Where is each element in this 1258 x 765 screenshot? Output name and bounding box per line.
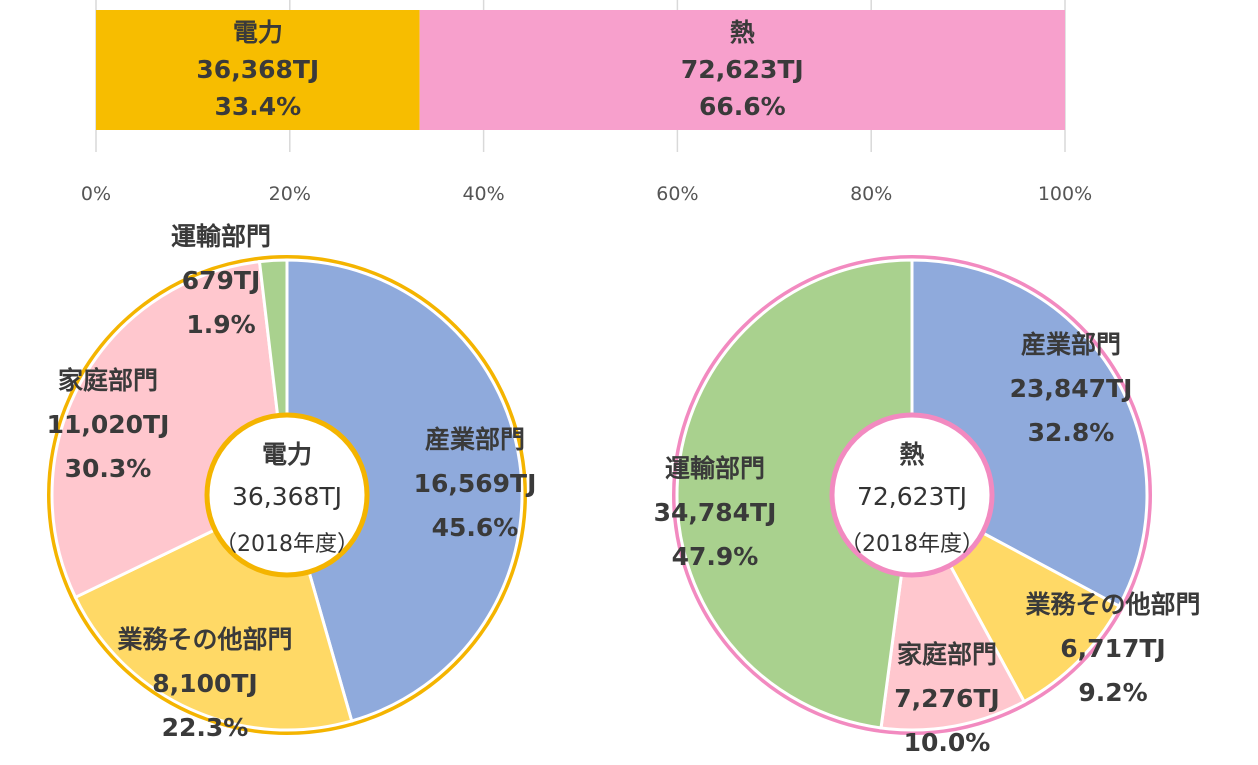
bar-segment-label: 電力 <box>233 18 283 47</box>
donut-slice-label: 16,569TJ <box>414 469 537 498</box>
donut-slice-label: 6,717TJ <box>1060 634 1165 663</box>
donut-slice <box>675 258 914 730</box>
x-tick-label: 100% <box>1038 183 1092 205</box>
bar-segment-label: 72,623TJ <box>681 55 804 84</box>
donut-outer-ring <box>47 255 527 735</box>
donut-center-title: 電力 <box>262 440 312 469</box>
donut-slice-label: 22.3% <box>162 713 249 742</box>
bar-segment <box>96 10 420 130</box>
bar-segment <box>419 10 1065 130</box>
bar-axis-ticks: 0% 20% 40% 60% 80% 100% <box>81 183 1092 205</box>
x-tick-label: 20% <box>269 183 311 205</box>
donut-slice-label: 9.2% <box>1078 678 1147 707</box>
bar-segment-label: 66.6% <box>699 92 786 121</box>
donut-slice-label: 7,276TJ <box>894 684 999 713</box>
bar-segments: 電力 36,368TJ 33.4% 熱 72,623TJ 66.6% <box>96 10 1065 130</box>
donut-slice-label: 業務その他部門 <box>117 625 292 654</box>
bar-segment-label: 熱 <box>730 18 755 47</box>
donut-center-hole <box>829 412 995 578</box>
donut-center-value: 36,368TJ <box>232 482 342 511</box>
donut-slice-label: 8,100TJ <box>152 669 257 698</box>
donut-slice-label: 10.0% <box>904 728 991 757</box>
donut-slice-label: 47.9% <box>672 542 759 571</box>
donut-slice-label: 運輸部門 <box>171 222 271 251</box>
donut-slice-label: 業務その他部門 <box>1025 590 1200 619</box>
donut-slice-label: 産業部門 <box>1021 330 1121 359</box>
donut-center-hole <box>204 412 370 578</box>
donut-slice-label: 家庭部門 <box>897 640 997 669</box>
donut-slice <box>285 258 524 723</box>
donut-slice-label: 679TJ <box>182 266 261 295</box>
donut-slice-label: 45.6% <box>432 513 519 542</box>
x-tick-label: 40% <box>462 183 504 205</box>
donut-slice-label: 32.8% <box>1028 418 1115 447</box>
x-tick-label: 80% <box>850 183 892 205</box>
donut-slice-label: 産業部門 <box>425 425 525 454</box>
donut-slice-label: 家庭部門 <box>58 366 158 395</box>
donut-center-value: 72,623TJ <box>857 482 967 511</box>
donut-center-year: （2018年度） <box>215 532 359 557</box>
donut-slices <box>675 258 1149 732</box>
stacked-bar-chart: 電力 36,368TJ 33.4% 熱 72,623TJ 66.6% 0% 20% 40% 60… <box>81 0 1092 205</box>
donut-outer-ring <box>672 255 1152 735</box>
donut-slice-label: 34,784TJ <box>654 498 777 527</box>
donut-slice-label: 1.9% <box>186 310 255 339</box>
bar-segment-label: 36,368TJ <box>196 55 319 84</box>
donut-slice-labels: 産業部門 23,847TJ 32.8% 業務その他部門 6,717TJ 9.2% 家庭部門 7… <box>654 330 1201 757</box>
donut-slice-labels: 産業部門 16,569TJ 45.6% 業務その他部門 8,100TJ 22.3% 家庭部門… <box>47 222 537 742</box>
bar-segment-label: 33.4% <box>214 92 301 121</box>
x-tick-label: 60% <box>656 183 698 205</box>
donut-center-title: 熱 <box>899 440 924 469</box>
donut-slice-label: 運輸部門 <box>665 454 765 483</box>
donut-slice-label: 11,020TJ <box>47 410 170 439</box>
donut-slice-label: 23,847TJ <box>1010 374 1133 403</box>
x-tick-label: 0% <box>81 183 111 205</box>
donut-slice-label: 30.3% <box>65 454 152 483</box>
donut-center-year: （2018年度） <box>840 532 984 557</box>
